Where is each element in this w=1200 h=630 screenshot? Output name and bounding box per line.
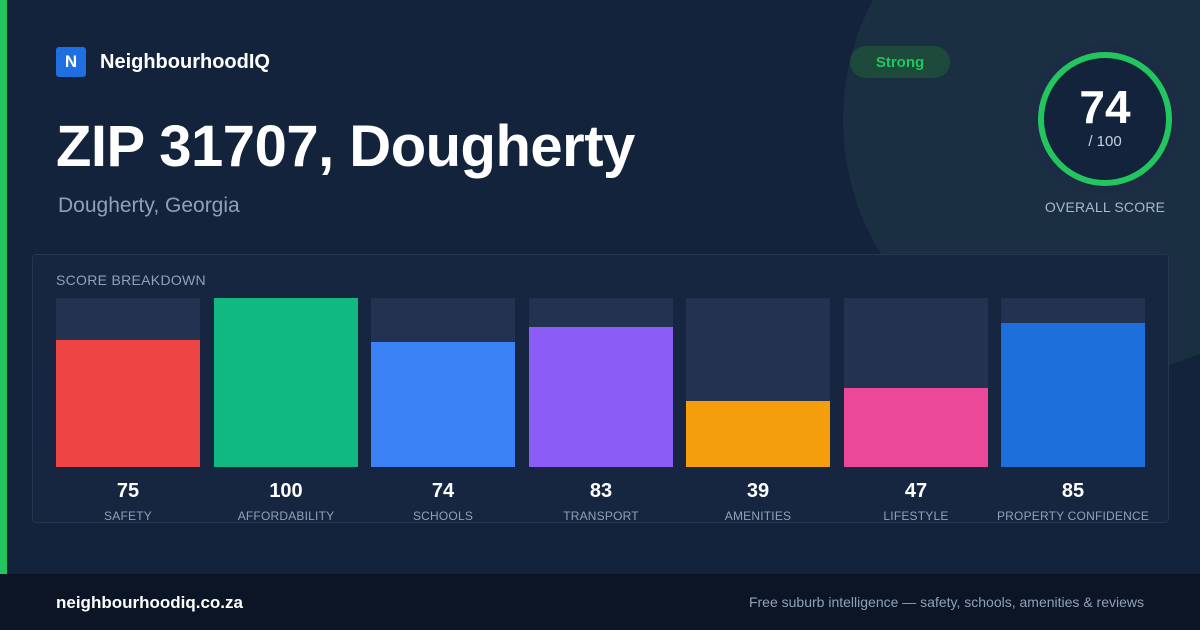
bar-track xyxy=(844,298,988,467)
bar-label: LIFESTYLE xyxy=(883,509,949,523)
bar-track xyxy=(686,298,830,467)
overall-score-caption: OVERALL SCORE xyxy=(1044,199,1166,215)
footer-domain: neighbourhoodiq.co.za xyxy=(56,593,243,612)
bar-value: 85 xyxy=(1061,480,1085,502)
bar-label: PROPERTY CONFIDENCE xyxy=(996,509,1150,523)
breakdown-bar-amenities: 39 AMENITIES xyxy=(686,298,830,524)
breakdown-bars: 75 SAFETY 100 AFFORDABILITY 74 SCHOOLS 83 TRANS… xyxy=(33,255,1170,524)
bar-fill xyxy=(844,388,988,467)
bar-fill xyxy=(1001,323,1145,467)
overall-score-value: 74 xyxy=(1079,81,1131,133)
footer: neighbourhoodiq.co.za Free suburb intell… xyxy=(0,574,1200,630)
accent-bar xyxy=(0,0,7,574)
brand: N NeighbourhoodIQ xyxy=(56,46,270,78)
bar-track xyxy=(1001,298,1145,467)
overall-score-max: / 100 xyxy=(1088,133,1122,150)
bar-value: 39 xyxy=(746,480,770,502)
bar-fill xyxy=(529,327,673,467)
breakdown-bar-transport: 83 TRANSPORT xyxy=(529,298,673,524)
status-badge: Strong xyxy=(850,46,950,78)
breakdown-bar-affordability: 100 AFFORDABILITY xyxy=(214,298,358,524)
breakdown-title: SCORE BREAKDOWN xyxy=(56,272,206,288)
breakdown-bar-lifestyle: 47 LIFESTYLE xyxy=(844,298,988,524)
bar-fill xyxy=(56,340,200,467)
bar-value: 47 xyxy=(904,480,928,502)
score-ring-icon xyxy=(1029,43,1181,195)
brand-logo-icon: N xyxy=(56,47,86,77)
bar-track xyxy=(214,298,358,467)
bar-label: SCHOOLS xyxy=(412,509,474,523)
bar-fill xyxy=(371,342,515,467)
share-card: N NeighbourhoodIQ ZIP 31707, Dougherty D… xyxy=(0,0,1200,574)
breakdown-bar-safety: 75 SAFETY xyxy=(56,298,200,524)
page-title: ZIP 31707, Dougherty xyxy=(56,114,635,179)
breakdown-bar-schools: 74 SCHOOLS xyxy=(371,298,515,524)
bar-track xyxy=(371,298,515,467)
bar-fill xyxy=(214,298,358,467)
bar-label: AMENITIES xyxy=(724,509,792,523)
bar-label: TRANSPORT xyxy=(563,509,639,523)
bar-value: 100 xyxy=(269,480,303,502)
bar-fill xyxy=(686,401,830,467)
bar-label: SAFETY xyxy=(104,509,152,523)
bar-track xyxy=(56,298,200,467)
bar-value: 74 xyxy=(431,480,455,502)
bar-value: 75 xyxy=(116,480,140,502)
page-subtitle: Dougherty, Georgia xyxy=(58,194,240,217)
score-breakdown-panel: SCORE BREAKDOWN 75 SAFETY 100 AFFORDABILITY… xyxy=(32,254,1169,523)
overall-score-ring: 74 / 100 xyxy=(1029,43,1181,195)
bar-track xyxy=(529,298,673,467)
breakdown-bar-property-confidence: 85 PROPERTY CONFIDENCE xyxy=(997,298,1149,524)
brand-name: NeighbourhoodIQ xyxy=(100,50,270,73)
footer-tagline: Free suburb intelligence — safety, schoo… xyxy=(748,594,1144,610)
bar-label: AFFORDABILITY xyxy=(237,509,335,523)
bar-value: 83 xyxy=(589,480,613,502)
